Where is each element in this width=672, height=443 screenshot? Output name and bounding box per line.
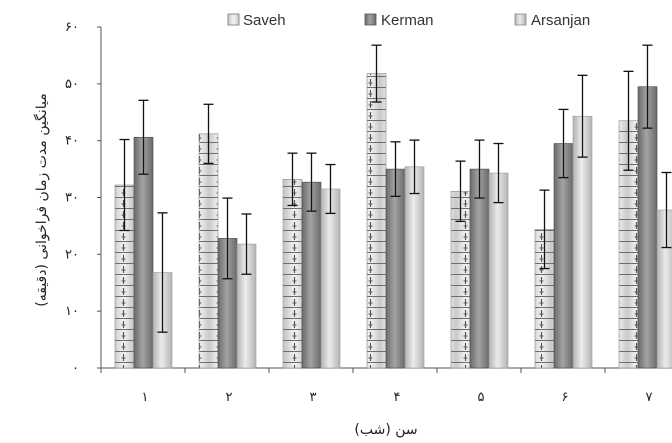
legend-swatch-kerman xyxy=(364,13,377,26)
bar-arsanjan-3 xyxy=(320,188,341,369)
bar-saveh-3 xyxy=(282,179,303,369)
y-tick-label: ۰ xyxy=(72,361,79,376)
error-bar-arsanjan-2 xyxy=(241,213,252,275)
x-tick-label: ۱ xyxy=(142,390,149,405)
bar-kerman-4 xyxy=(385,168,406,369)
legend-label-saveh: Saveh xyxy=(243,12,286,29)
bar-saveh-4 xyxy=(366,73,387,369)
legend-label-kerman: Kerman xyxy=(381,12,434,29)
bar-kerman-7 xyxy=(637,86,658,369)
error-bar-saveh-4 xyxy=(371,44,382,103)
bars-group xyxy=(114,44,672,369)
legend-item-arsanjan: Arsanjan xyxy=(514,12,590,29)
y-tick-label: ۱۰ xyxy=(65,304,79,319)
y-tick-label: ۳۰ xyxy=(65,191,79,206)
legend-swatch-saveh xyxy=(227,13,240,26)
x-tick-label: ۳ xyxy=(310,390,317,405)
error-bar-kerman-3 xyxy=(306,152,317,212)
error-bar-saveh-5 xyxy=(455,160,466,223)
x-axis-ticks: ۱ ۲ ۳ ۴ ۵ ۶ ۷ xyxy=(100,368,653,405)
y-tick-label: ۴۰ xyxy=(65,134,79,149)
error-bar-arsanjan-5 xyxy=(493,142,504,204)
legend-item-kerman: Kerman xyxy=(364,12,434,29)
y-axis-ticks: ۰ ۱۰ ۲۰ ۳۰ ۴۰ ۵۰ ۶۰ xyxy=(65,20,101,376)
legend: Saveh Kerman Arsanjan xyxy=(227,12,590,29)
error-bar-kerman-1 xyxy=(138,99,149,175)
x-axis-title: سن (شب) xyxy=(354,422,417,438)
error-bar-kerman-5 xyxy=(474,139,485,199)
x-tick-label: ۵ xyxy=(478,390,485,405)
error-bar-arsanjan-3 xyxy=(325,163,336,215)
error-bar-saveh-3 xyxy=(287,152,298,207)
bar-arsanjan-7 xyxy=(656,209,672,369)
error-bar-kerman-6 xyxy=(558,108,569,179)
error-bar-saveh-6 xyxy=(539,189,550,270)
error-bar-kerman-7 xyxy=(642,44,653,129)
error-bar-kerman-4 xyxy=(390,141,401,198)
error-bar-saveh-7 xyxy=(623,70,634,171)
error-bar-arsanjan-1 xyxy=(157,212,168,333)
error-bar-arsanjan-4 xyxy=(409,139,420,195)
legend-label-arsanjan: Arsanjan xyxy=(531,12,590,29)
error-bar-arsanjan-7 xyxy=(661,171,672,249)
x-tick-label: ۷ xyxy=(646,390,653,405)
legend-item-saveh: Saveh xyxy=(227,12,286,29)
legend-swatch-arsanjan xyxy=(514,13,527,26)
bar-arsanjan-4 xyxy=(404,166,425,369)
y-tick-label: ۲۰ xyxy=(65,247,79,262)
y-axis-title: میانگین مدت زمان فراخوانی (دقیقه) xyxy=(33,93,50,306)
x-tick-label: ۶ xyxy=(562,390,569,405)
error-bar-arsanjan-6 xyxy=(577,74,588,158)
error-bar-saveh-1 xyxy=(119,138,130,232)
x-tick-label: ۲ xyxy=(226,390,233,405)
y-tick-label: ۵۰ xyxy=(65,77,79,92)
bar-saveh-2 xyxy=(198,133,219,369)
error-bar-saveh-2 xyxy=(203,103,214,165)
y-tick-label: ۶۰ xyxy=(65,20,79,35)
bar-kerman-5 xyxy=(469,168,490,369)
error-bar-kerman-2 xyxy=(222,197,233,280)
x-tick-label: ۴ xyxy=(394,390,401,405)
